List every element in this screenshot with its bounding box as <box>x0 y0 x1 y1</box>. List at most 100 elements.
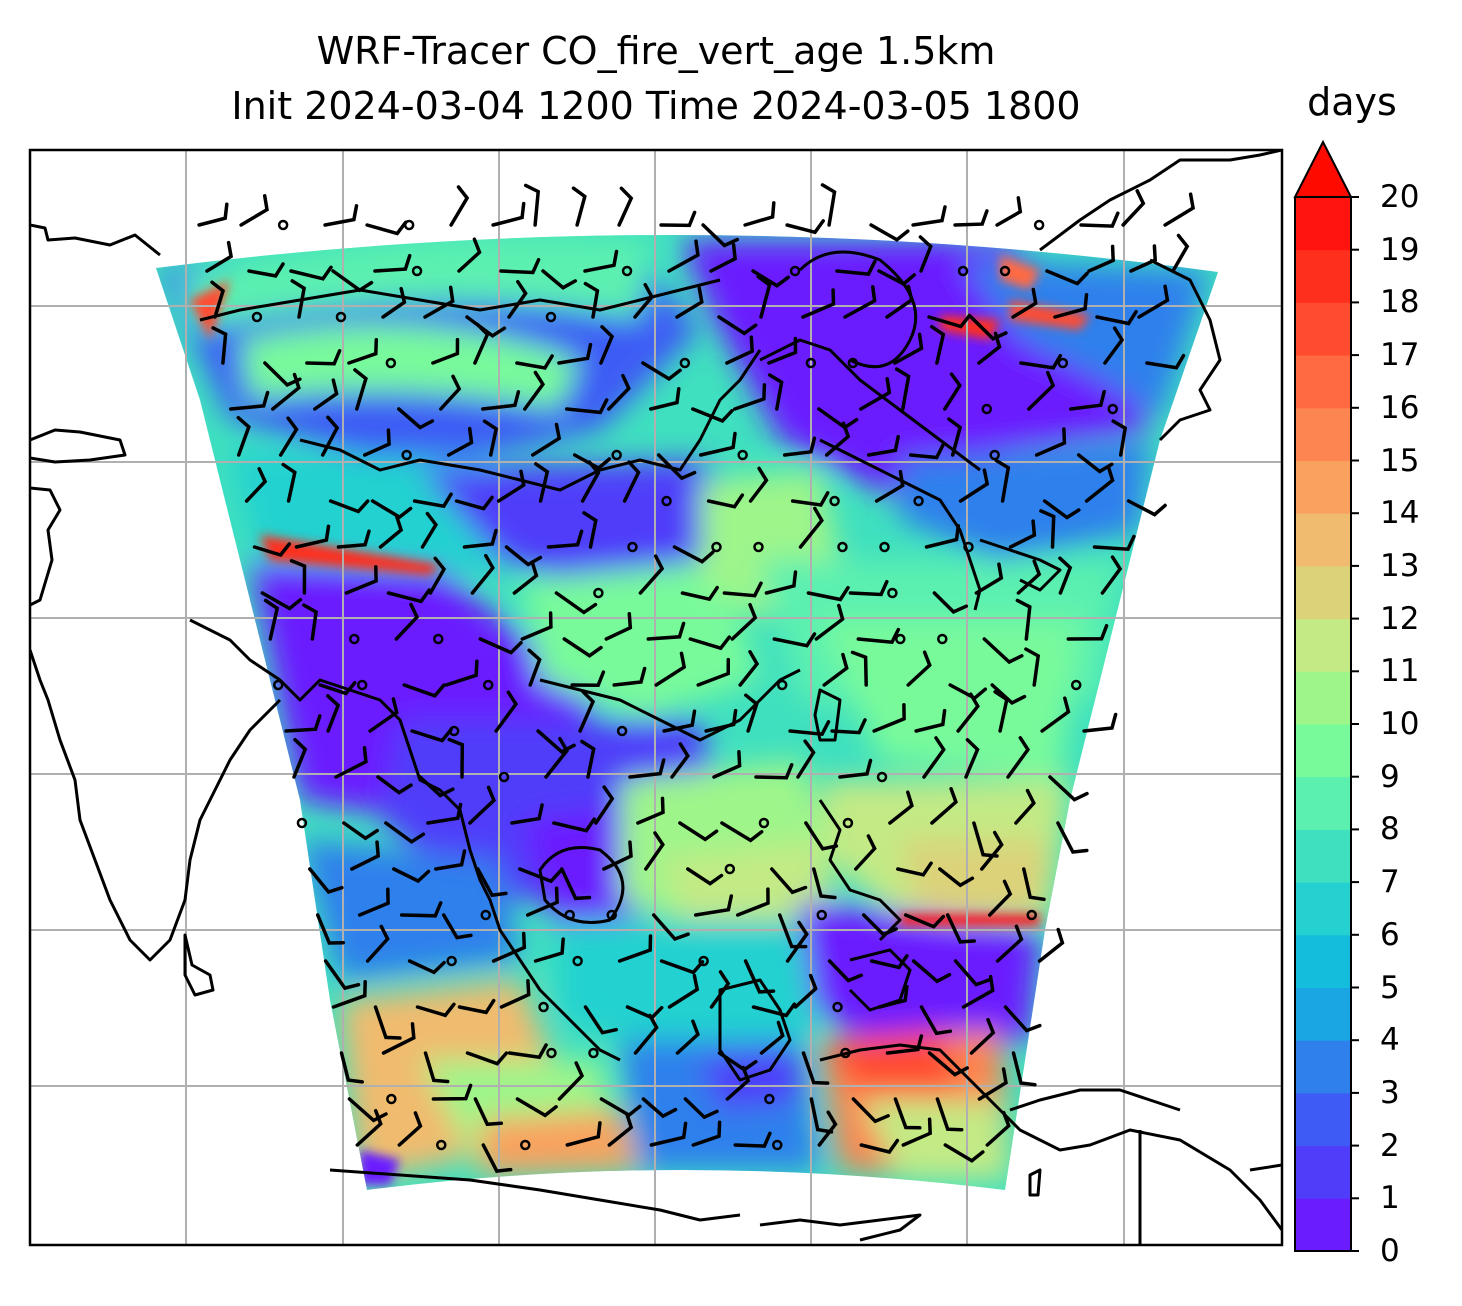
wind-barb <box>554 591 598 615</box>
wind-barb <box>830 718 867 735</box>
wind-barb <box>1006 736 1031 779</box>
wind-barb <box>754 763 794 780</box>
calm-wind-marker <box>989 449 1000 461</box>
wind-barb <box>733 1131 772 1148</box>
wind-barb <box>344 565 378 595</box>
wind-barb <box>326 694 341 733</box>
wind-barb <box>1163 192 1196 227</box>
calm-wind-marker <box>840 1047 851 1059</box>
wind-barb <box>594 785 615 825</box>
wind-barb <box>982 637 1024 665</box>
wind-barb <box>814 603 845 641</box>
wind-barb <box>659 959 705 975</box>
calm-wind-marker <box>588 1047 599 1059</box>
wind-barb <box>434 849 467 871</box>
wind-barb <box>604 611 633 641</box>
calm-wind-marker <box>335 311 347 323</box>
wind-barb <box>1045 269 1089 286</box>
wind-barb <box>670 742 690 779</box>
calm-wind-marker <box>963 541 974 553</box>
wind-barb <box>793 973 818 1009</box>
wind-barb <box>938 867 975 888</box>
wind-barb <box>323 959 361 991</box>
wind-barb <box>896 861 933 877</box>
wind-barb <box>378 514 404 549</box>
colorbar-bin <box>1295 882 1351 936</box>
wind-barb <box>499 257 541 275</box>
calm-wind-marker <box>498 771 510 783</box>
wind-barb <box>964 738 980 779</box>
wind-barb <box>698 431 737 457</box>
wind-barb <box>491 201 526 227</box>
calm-wind-marker <box>1070 679 1082 691</box>
wind-barb <box>835 259 877 276</box>
wind-barb <box>893 1097 922 1130</box>
calm-wind-marker <box>538 1001 549 1013</box>
wind-barb <box>809 1097 834 1134</box>
wind-barb <box>764 570 798 595</box>
wind-barb <box>373 1005 402 1040</box>
wind-barb <box>394 602 420 641</box>
wind-barb <box>355 1108 383 1147</box>
wind-barb <box>932 591 969 614</box>
colorbar-tick-label: 5 <box>1380 969 1400 1006</box>
wind-barb <box>706 493 745 509</box>
wind-barb <box>691 1120 722 1147</box>
wind-barb <box>462 528 498 549</box>
calm-wind-marker <box>616 725 628 737</box>
wind-barb <box>662 709 697 733</box>
wind-barb <box>995 924 1024 963</box>
map-title-line-2: Init 2024-03-04 1200 Time 2024-03-05 180… <box>231 84 1081 128</box>
wind-barb <box>974 562 1004 595</box>
wind-barb <box>1027 370 1056 411</box>
calm-wind-marker <box>277 219 289 231</box>
wind-barb <box>906 650 932 687</box>
wind-barb <box>956 692 980 733</box>
calm-wind-marker <box>349 633 360 645</box>
wind-barb <box>838 758 873 779</box>
calm-wind-marker <box>251 311 263 323</box>
wind-barb <box>583 249 619 273</box>
wind-barb <box>1014 788 1036 825</box>
colorbar-bin <box>1295 249 1351 303</box>
wind-barb <box>323 204 359 227</box>
wind-barb <box>804 821 839 851</box>
wind-barb <box>252 542 292 558</box>
wind-barb <box>583 1005 618 1035</box>
wind-barb <box>649 386 681 411</box>
wind-barb <box>790 491 830 507</box>
wind-barb <box>851 1097 890 1124</box>
wind-barb <box>953 959 992 987</box>
wind-barb <box>580 460 601 503</box>
colorbar-tick-label: 1 <box>1380 1180 1400 1217</box>
wind-barb <box>636 796 665 825</box>
wind-barb <box>798 506 824 549</box>
wind-barb <box>1095 309 1138 326</box>
colorbar-tick-label: 7 <box>1380 864 1400 901</box>
wind-barb <box>995 196 1023 227</box>
wind-barb <box>392 867 431 884</box>
wind-barb <box>397 407 435 430</box>
wind-barb <box>993 690 1009 733</box>
wind-barb <box>1053 293 1089 319</box>
wind-barb <box>560 867 592 901</box>
colorbar-bin <box>1295 460 1351 514</box>
wind-barb <box>544 736 570 779</box>
colorbar-tick-label: 11 <box>1380 653 1420 690</box>
wind-barb <box>239 194 269 227</box>
wind-barb <box>350 840 381 871</box>
colorbar <box>1293 139 1359 1252</box>
wind-barb <box>885 1034 924 1055</box>
calm-wind-marker <box>356 679 368 691</box>
wind-barb <box>788 720 831 737</box>
wind-barb <box>260 591 303 611</box>
wind-barb <box>935 1097 964 1132</box>
wind-barb <box>197 202 229 227</box>
wind-barb <box>476 867 508 898</box>
calm-wind-marker <box>772 1139 783 1151</box>
wind-barb <box>927 313 972 329</box>
wind-barb <box>1037 927 1065 963</box>
wind-barb <box>688 635 732 651</box>
wind-barb <box>872 703 906 733</box>
